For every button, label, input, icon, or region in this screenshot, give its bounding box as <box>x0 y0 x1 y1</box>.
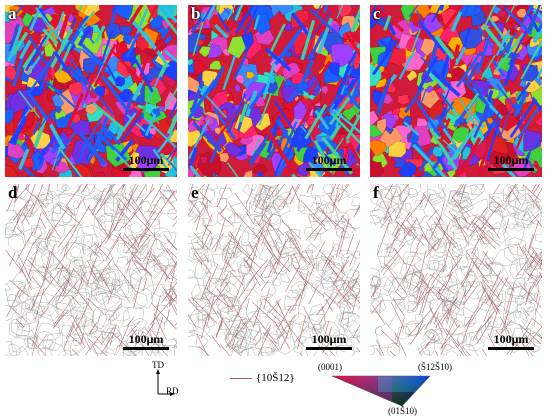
boundary-map-f: f 100μm <box>370 184 542 356</box>
panel-label: f <box>373 184 379 202</box>
ipf-triangle-icon <box>331 375 431 407</box>
scale-bar-line <box>488 347 534 350</box>
sample-axes: TD RD <box>150 360 190 400</box>
ebsd-map-b: b 100μm <box>188 5 360 177</box>
scale-bar-line <box>123 168 169 171</box>
scale-bar: 100μm <box>123 154 169 171</box>
scale-bar-label: 100μm <box>128 332 164 346</box>
scale-bar-label: 100μm <box>493 332 529 346</box>
twin-boundary-key: {10Š12} <box>230 372 295 384</box>
scale-bar-line <box>306 347 352 350</box>
panel-label: d <box>8 184 18 202</box>
scale-bar-label: 100μm <box>311 153 347 167</box>
grain-boundary-map <box>188 184 360 356</box>
ipf-0001-label: (0001) <box>318 362 342 372</box>
scale-bar: 100μm <box>306 333 352 350</box>
scale-bar: 100μm <box>488 154 534 171</box>
boundary-map-e: e 100μm <box>188 184 360 356</box>
panel-label: b <box>191 5 201 23</box>
scale-bar-line <box>306 168 352 171</box>
td-axis-label: TD <box>152 360 164 370</box>
scale-bar: 100μm <box>123 333 169 350</box>
ebsd-orientation-map <box>188 5 360 177</box>
scale-bar: 100μm <box>488 333 534 350</box>
twin-boundary-label: {10Š12} <box>256 372 295 384</box>
ebsd-orientation-map <box>5 5 177 177</box>
panel-label: e <box>191 184 199 202</box>
ebsd-orientation-map <box>370 5 542 177</box>
scale-bar-label: 100μm <box>128 153 164 167</box>
ipf-01-10-label: (01Š10) <box>388 406 417 416</box>
grain-boundary-map <box>370 184 542 356</box>
grain-boundary-map <box>5 184 177 356</box>
figure-legend: TD RD {10Š12} <box>0 356 550 416</box>
twin-boundary-line-swatch <box>230 377 252 379</box>
scale-bar-label: 100μm <box>311 332 347 346</box>
scale-bar-line <box>123 347 169 350</box>
ipf-12-10-label: (Š12Š10) <box>418 362 453 372</box>
ipf-color-key: (0001) (Š12Š10) (01Š10) <box>318 362 458 416</box>
ebsd-map-c: c 100μm <box>370 5 542 177</box>
scale-bar-label: 100μm <box>493 153 529 167</box>
axes-arrows-icon <box>156 369 175 396</box>
rd-axis-label: RD <box>166 386 179 396</box>
scale-bar-line <box>488 168 534 171</box>
panel-label: c <box>373 5 381 23</box>
ebsd-map-a: a 100μm <box>5 5 177 177</box>
boundary-map-d: d 100μm <box>5 184 177 356</box>
panel-label: a <box>8 5 17 23</box>
scale-bar: 100μm <box>306 154 352 171</box>
